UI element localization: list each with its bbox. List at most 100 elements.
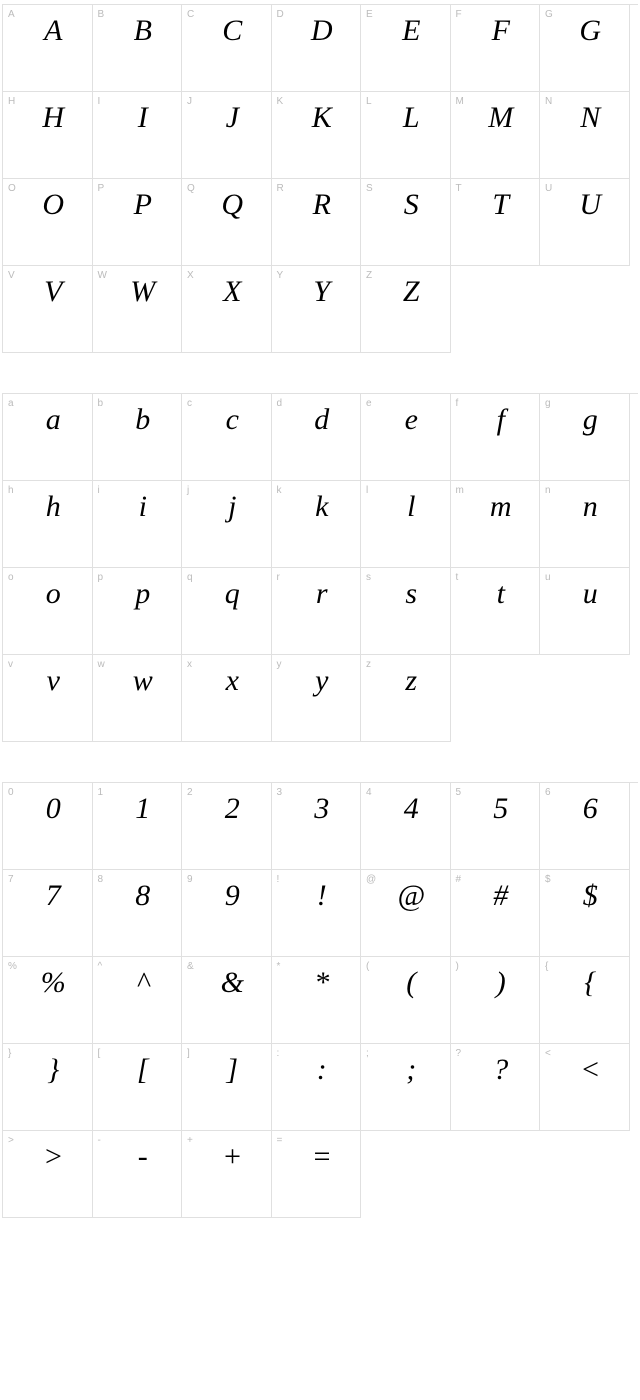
glyph-cell[interactable]: 88 (93, 870, 183, 957)
glyph-cell[interactable]: (( (361, 957, 451, 1044)
glyph-cell[interactable]: !! (272, 870, 362, 957)
glyph-character: - (113, 1139, 174, 1175)
glyph-cell[interactable]: ## (451, 870, 541, 957)
glyph-cell[interactable]: SS (361, 179, 451, 266)
glyph-cell[interactable]: ll (361, 481, 451, 568)
glyph-cell[interactable]: $$ (540, 870, 630, 957)
glyph-cell[interactable]: hh (3, 481, 93, 568)
glyph-cell[interactable]: >> (3, 1131, 93, 1218)
glyph-cell[interactable]: RR (272, 179, 362, 266)
glyph-cell[interactable]: xx (182, 655, 272, 742)
glyph-cell[interactable]: gg (540, 394, 630, 481)
glyph-cell[interactable]: bb (93, 394, 183, 481)
glyph-cell[interactable]: -- (93, 1131, 183, 1218)
glyph-character: h (23, 489, 84, 525)
glyph-cell[interactable]: && (182, 957, 272, 1044)
glyph-cell[interactable]: kk (272, 481, 362, 568)
glyph-character: u (560, 576, 621, 612)
glyph-cell[interactable]: pp (93, 568, 183, 655)
glyph-cell[interactable]: {{ (540, 957, 630, 1044)
glyph-cell[interactable]: FF (451, 5, 541, 92)
glyph-cell[interactable]: 77 (3, 870, 93, 957)
glyph-cell[interactable]: dd (272, 394, 362, 481)
glyph-cell[interactable]: ee (361, 394, 451, 481)
glyph-cell[interactable]: 33 (272, 783, 362, 870)
glyph-cell[interactable]: @@ (361, 870, 451, 957)
glyph-cell[interactable]: == (272, 1131, 362, 1218)
glyph-label: Z (366, 270, 372, 281)
glyph-cell[interactable]: UU (540, 179, 630, 266)
glyph-cell[interactable]: BB (93, 5, 183, 92)
glyph-cell[interactable]: ss (361, 568, 451, 655)
glyph-cell[interactable]: vv (3, 655, 93, 742)
glyph-cell[interactable]: ZZ (361, 266, 451, 353)
glyph-cell[interactable]: GG (540, 5, 630, 92)
glyph-label: & (187, 961, 194, 972)
glyph-cell[interactable]: ^^ (93, 957, 183, 1044)
glyph-cell[interactable]: yy (272, 655, 362, 742)
glyph-cell[interactable]: TT (451, 179, 541, 266)
glyph-cell[interactable]: ii (93, 481, 183, 568)
glyph-cell[interactable]: %% (3, 957, 93, 1044)
glyph-cell[interactable]: 55 (451, 783, 541, 870)
glyph-cell[interactable]: }} (3, 1044, 93, 1131)
glyph-cell[interactable]: tt (451, 568, 541, 655)
glyph-cell[interactable]: NN (540, 92, 630, 179)
glyph-cell[interactable]: DD (272, 5, 362, 92)
glyph-label: z (366, 659, 371, 670)
glyph-cell[interactable]: VV (3, 266, 93, 353)
glyph-cell[interactable]: EE (361, 5, 451, 92)
glyph-cell[interactable]: XX (182, 266, 272, 353)
glyph-cell[interactable]: ff (451, 394, 541, 481)
glyph-character: f (471, 402, 532, 438)
glyph-cell[interactable]: ?? (451, 1044, 541, 1131)
glyph-cell[interactable]: ** (272, 957, 362, 1044)
glyph-cell[interactable]: ++ (182, 1131, 272, 1218)
glyph-cell[interactable]: HH (3, 92, 93, 179)
glyph-character: L (381, 100, 442, 136)
glyph-cell[interactable]: II (93, 92, 183, 179)
glyph-cell[interactable]: mm (451, 481, 541, 568)
glyph-cell[interactable]: qq (182, 568, 272, 655)
glyph-character: I (113, 100, 174, 136)
glyph-cell[interactable]: aa (3, 394, 93, 481)
glyph-cell[interactable]: MM (451, 92, 541, 179)
glyph-cell[interactable]: 22 (182, 783, 272, 870)
glyph-cell[interactable]: JJ (182, 92, 272, 179)
glyph-cell[interactable]: cc (182, 394, 272, 481)
glyph-cell[interactable]: CC (182, 5, 272, 92)
glyph-cell[interactable]: ww (93, 655, 183, 742)
glyph-cell[interactable]: [[ (93, 1044, 183, 1131)
glyph-cell[interactable]: AA (3, 5, 93, 92)
glyph-cell[interactable]: LL (361, 92, 451, 179)
glyph-cell[interactable]: 11 (93, 783, 183, 870)
glyph-cell[interactable]: WW (93, 266, 183, 353)
glyph-label: W (98, 270, 107, 281)
glyph-cell[interactable]: 00 (3, 783, 93, 870)
glyph-cell[interactable]: uu (540, 568, 630, 655)
glyph-cell[interactable]: << (540, 1044, 630, 1131)
glyph-cell[interactable]: rr (272, 568, 362, 655)
glyph-cell[interactable]: jj (182, 481, 272, 568)
glyph-cell[interactable]: 99 (182, 870, 272, 957)
glyph-cell[interactable]: ]] (182, 1044, 272, 1131)
glyph-cell[interactable]: QQ (182, 179, 272, 266)
glyph-label: 0 (8, 787, 14, 798)
glyph-label: % (8, 961, 17, 972)
glyph-cell[interactable]: nn (540, 481, 630, 568)
glyph-cell[interactable]: :: (272, 1044, 362, 1131)
glyph-cell[interactable]: )) (451, 957, 541, 1044)
glyph-cell[interactable]: KK (272, 92, 362, 179)
glyph-cell[interactable]: oo (3, 568, 93, 655)
glyph-character: Q (202, 187, 263, 223)
glyph-cell[interactable]: zz (361, 655, 451, 742)
glyph-cell[interactable]: 44 (361, 783, 451, 870)
glyph-cell[interactable]: YY (272, 266, 362, 353)
glyph-label: v (8, 659, 13, 670)
glyph-cell[interactable]: PP (93, 179, 183, 266)
glyph-character: a (23, 402, 84, 438)
glyph-cell[interactable]: 66 (540, 783, 630, 870)
glyph-cell[interactable]: ;; (361, 1044, 451, 1131)
lowercase-grid: aabbccddeeffgg hhiijjkkllmmnn ooppqqrrsstt… (2, 393, 638, 742)
glyph-cell[interactable]: OO (3, 179, 93, 266)
